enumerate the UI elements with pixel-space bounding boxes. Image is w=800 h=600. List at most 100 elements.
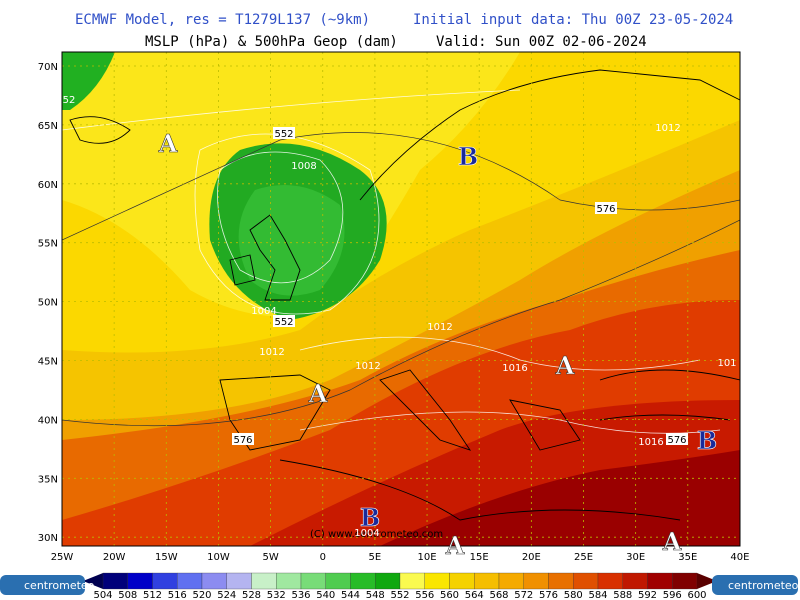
colorbar-label: 548	[366, 590, 385, 600]
lat-label: 70N	[38, 62, 58, 73]
lon-label: 0	[320, 552, 326, 563]
contour-label-box	[273, 127, 295, 139]
lat-label: 30N	[38, 533, 58, 544]
colorbar-cell	[251, 572, 277, 590]
colorbar-label: 572	[514, 590, 533, 600]
colorbar-cell	[177, 572, 203, 590]
colorbar-cell	[102, 572, 128, 590]
colorbar-label: 524	[217, 590, 236, 600]
lon-label: 30E	[626, 552, 645, 563]
colorbar-label: 588	[613, 590, 632, 600]
header-valid: Valid: Sun 00Z 02-06-2024	[436, 34, 647, 50]
colorbar-cell	[474, 572, 500, 590]
contour-label: 552	[274, 317, 293, 328]
pressure-center: B	[697, 426, 717, 455]
colorbar-cell	[127, 572, 153, 590]
colorbar-cell	[647, 572, 673, 590]
lon-label: 5E	[369, 552, 382, 563]
colorbar-cell	[300, 572, 326, 590]
colorbar-label: 544	[341, 590, 360, 600]
colorbar-cell	[226, 572, 252, 590]
lat-label: 45N	[38, 357, 58, 368]
colorbar-cell	[449, 572, 475, 590]
colorbar-label: 536	[291, 590, 310, 600]
colorbar-label: 528	[242, 590, 261, 600]
colorbar-cell	[672, 572, 698, 590]
logo-left: centrometeo	[24, 579, 95, 592]
colorbar-arrow-right	[697, 573, 717, 589]
colorbar-cell	[523, 572, 549, 590]
lat-label: 55N	[38, 239, 58, 250]
colorbar-cell	[622, 572, 648, 590]
contour-label-box	[273, 315, 295, 327]
colorbar-label: 564	[465, 590, 484, 600]
logo-right-bg	[712, 575, 798, 595]
pressure-center: A	[555, 351, 575, 380]
colorbar-label: 584	[588, 590, 607, 600]
lat-label: 50N	[38, 298, 58, 309]
lon-label: 15W	[155, 552, 178, 563]
colorbar-label: 596	[663, 590, 682, 600]
colorbar-cell	[201, 572, 227, 590]
contour-label: 101	[717, 358, 736, 369]
colorbar-label: 532	[267, 590, 286, 600]
pressure-center: A	[158, 129, 178, 158]
colorbar-label: 556	[415, 590, 434, 600]
contour-label-box	[232, 433, 254, 445]
colorbar-cell	[597, 572, 623, 590]
contour-label: 1008	[291, 161, 316, 172]
logo-left-bg	[0, 575, 85, 595]
colorbar-cell	[152, 572, 178, 590]
contour-label: 1004	[354, 528, 379, 539]
pressure-center: B	[458, 142, 478, 171]
lon-label: 20W	[103, 552, 126, 563]
contour-label-box	[666, 433, 688, 445]
contour-label: 1016	[502, 363, 527, 374]
lat-label: 65N	[38, 121, 58, 132]
lat-label: 60N	[38, 180, 58, 191]
contour-label: 52	[63, 95, 76, 106]
pressure-center: B	[360, 503, 380, 532]
contour-label: 1012	[427, 322, 452, 333]
contour-label: 1012	[259, 347, 284, 358]
colorbar-label: 504	[93, 590, 112, 600]
colorbar-label: 540	[316, 590, 335, 600]
contour-label: 552	[274, 129, 293, 140]
header-model: ECMWF Model, res = T1279L137 (~9km)	[75, 12, 370, 28]
contour-label: 576	[667, 435, 686, 446]
colorbar-label: 580	[564, 590, 583, 600]
lon-label: 25E	[574, 552, 593, 563]
colorbar-label: 508	[118, 590, 137, 600]
colorbar-label: 512	[143, 590, 162, 600]
map-field	[62, 52, 740, 546]
colorbar-label: 552	[390, 590, 409, 600]
lon-label: 40E	[730, 552, 749, 563]
lat-label: 40N	[38, 415, 58, 426]
header-input: Initial input data: Thu 00Z 23-05-2024	[413, 12, 733, 28]
lon-label: 10E	[418, 552, 437, 563]
colorbar-arrow-left	[83, 573, 103, 589]
lon-label: 5W	[262, 552, 278, 563]
lon-label: 15E	[470, 552, 489, 563]
contour-label: 576	[233, 435, 252, 446]
pressure-center: A	[445, 531, 465, 560]
contour-label: 1012	[655, 123, 680, 134]
logo-right: centrometeo	[728, 579, 799, 592]
colorbar-label: 520	[192, 590, 211, 600]
colorbar-cell	[350, 572, 376, 590]
colorbar-label: 600	[687, 590, 706, 600]
contour-label: 576	[596, 204, 615, 215]
contour-label: 1012	[355, 361, 380, 372]
colorbar-cell	[276, 572, 302, 590]
colorbar-cell	[573, 572, 599, 590]
colorbar-label: 568	[489, 590, 508, 600]
pressure-center: A	[662, 527, 682, 556]
colorbar-label: 516	[168, 590, 187, 600]
lon-label: 20E	[522, 552, 541, 563]
lon-label: 25W	[51, 552, 74, 563]
contour-label: 1016	[638, 437, 663, 448]
header-field: MSLP (hPa) & 500hPa Geop (dam)	[145, 34, 398, 50]
lat-label: 35N	[38, 474, 58, 485]
lon-label: 35E	[678, 552, 697, 563]
